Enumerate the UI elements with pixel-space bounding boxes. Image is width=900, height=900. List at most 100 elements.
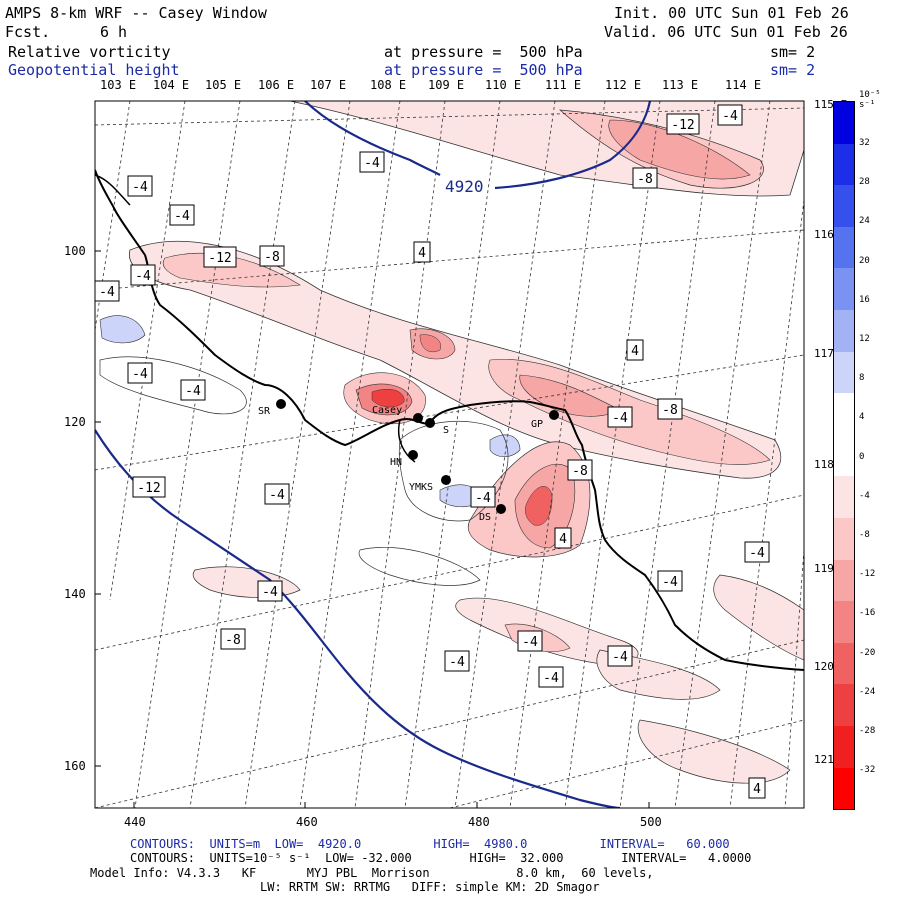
colorbar-swatch [834, 309, 854, 352]
top-longitude-label: 111 E [545, 78, 582, 92]
colorbar-swatch [834, 517, 854, 560]
contour-label: -4 [127, 362, 153, 384]
colorbar-swatch [834, 143, 854, 186]
contour-label: -4 [607, 645, 633, 667]
contour-label: -4 [444, 650, 470, 672]
colorbar-label: -24 [859, 686, 876, 697]
axis-ticks [95, 250, 650, 808]
svg-text:4: 4 [418, 246, 426, 261]
x-tick-label: 460 [296, 815, 318, 829]
svg-text:4: 4 [559, 532, 567, 547]
vorticity-contour-info: CONTOURS: UNITS=10⁻⁵ s⁻¹ LOW= -32.000 HI… [130, 851, 752, 865]
contour-label: -4 [744, 541, 770, 563]
forecast-label: Fcst. [5, 23, 51, 41]
svg-text:-4: -4 [612, 411, 628, 426]
contour-label: -8 [259, 245, 285, 267]
colorbar-swatch [834, 476, 854, 518]
svg-text:-4: -4 [364, 156, 380, 171]
contour-label: -4 [517, 630, 543, 652]
station-sr: SR [258, 399, 286, 417]
contour-label: 4 [748, 777, 766, 799]
svg-text:-4: -4 [522, 635, 538, 650]
svg-text:-8: -8 [225, 633, 241, 648]
x-tick-label: 440 [124, 815, 146, 829]
valid-time: Valid. 06 UTC Sun 01 Feb 26 [604, 23, 848, 41]
colorbar-label: 20 [859, 255, 870, 266]
colorbar-swatch [834, 102, 854, 144]
svg-text:-4: -4 [662, 575, 678, 590]
latlon-grid [95, 101, 804, 808]
top-longitude-label: 113 E [662, 78, 699, 92]
contour-label: -4 [180, 379, 206, 401]
colorbar-label: -20 [859, 647, 876, 658]
contour-label: -4 [470, 486, 496, 508]
colorbar-label: -8 [859, 530, 870, 540]
contour-label: -4 [264, 483, 290, 505]
contour-label: -4 [538, 666, 564, 688]
svg-text:-12: -12 [671, 118, 694, 133]
top-longitude-label: 107 E [310, 78, 347, 92]
top-longitude-label: 109 E [428, 78, 465, 92]
contour-label: 4 [413, 241, 431, 263]
field2-name: Geopotential height [8, 61, 180, 79]
field1-level: at pressure = 500 hPa [384, 43, 583, 61]
contour-label: -4 [130, 264, 156, 286]
colorbar-label: 0 [859, 451, 865, 462]
svg-text:DS: DS [479, 512, 491, 523]
contour-label: -8 [220, 628, 246, 650]
x-tick-label: 480 [468, 815, 490, 829]
field2-level: at pressure = 500 hPa [384, 61, 583, 79]
colorbar-swatch [834, 268, 854, 310]
contour-label: 4 [626, 339, 644, 361]
y-tick-label: 160 [64, 759, 86, 773]
svg-text:-8: -8 [662, 403, 678, 418]
svg-text:-8: -8 [572, 464, 588, 479]
vorticity-contour-labels: -4 -4 -8 -12 -4 -12 -8 -4 4 -4 -4 -4 -4 -12 -4 -8 -8 4 -4 -… [94, 104, 770, 799]
station-markers: SR Casey S HN YMKS DS GP [258, 399, 559, 523]
model-physics: LW: RRTM SW: RRTMG DIFF: simple KM: 2D S… [260, 880, 600, 894]
svg-text:-12: -12 [208, 251, 231, 266]
colorbar-label: 28 [859, 177, 870, 188]
colorbar-swatch [834, 601, 854, 643]
svg-text:SR: SR [258, 406, 271, 417]
colorbar-swatch [834, 393, 854, 435]
contour-label: 4 [554, 527, 572, 549]
svg-text:-4: -4 [449, 655, 465, 670]
init-time: Init. 00 UTC Sun 01 Feb 26 [614, 4, 849, 22]
coastline [95, 169, 804, 671]
y-tick-label: 100 [64, 244, 86, 258]
station-hn: HN [390, 450, 418, 468]
svg-text:-4: -4 [132, 180, 148, 195]
svg-text:-4: -4 [135, 269, 151, 284]
svg-text:-4: -4 [722, 109, 738, 124]
top-longitude-label: 105 E [205, 78, 242, 92]
svg-text:YMKS: YMKS [409, 482, 433, 493]
contour-label: -4 [127, 175, 153, 197]
contour-label: -4 [257, 580, 283, 602]
top-longitude-label: 103 E [100, 78, 137, 92]
svg-text:-4: -4 [99, 285, 115, 300]
x-tick-label: 500 [640, 815, 662, 829]
svg-text:-8: -8 [637, 172, 653, 187]
station-ymks: YMKS [409, 475, 451, 493]
contour-label: -12 [132, 476, 166, 498]
contour-label: -4 [94, 280, 120, 302]
colorbar-label: 24 [859, 216, 870, 227]
svg-text:-4: -4 [174, 209, 190, 224]
colorbar-swatch [834, 725, 854, 768]
map-title: AMPS 8-km WRF -- Casey Window [5, 4, 267, 22]
colorbar-swatch [834, 684, 854, 726]
height-contours [95, 101, 652, 808]
svg-text:-4: -4 [749, 546, 765, 561]
svg-text:-4: -4 [543, 671, 559, 686]
contour-label: -4 [607, 406, 633, 428]
contour-label: -8 [657, 398, 683, 420]
svg-text:Casey: Casey [372, 405, 402, 416]
contour-label: -8 [632, 167, 658, 189]
colorbar-swatch [834, 559, 854, 602]
colorbar-label: -32 [859, 765, 876, 776]
colorbar-label: -28 [859, 726, 876, 736]
colorbar [833, 101, 855, 810]
forecast-hour: 6 h [100, 23, 128, 41]
svg-text:-12: -12 [137, 481, 160, 496]
